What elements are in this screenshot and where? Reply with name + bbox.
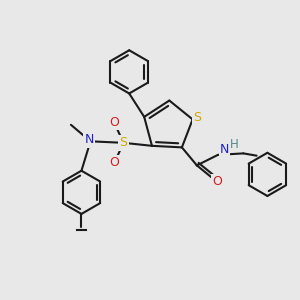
Text: S: S (193, 111, 201, 124)
Text: N: N (220, 143, 229, 156)
Text: H: H (230, 138, 239, 151)
Text: S: S (119, 136, 128, 149)
Text: O: O (212, 176, 222, 188)
Text: O: O (110, 116, 119, 129)
Text: N: N (84, 133, 94, 146)
Text: O: O (110, 156, 119, 170)
